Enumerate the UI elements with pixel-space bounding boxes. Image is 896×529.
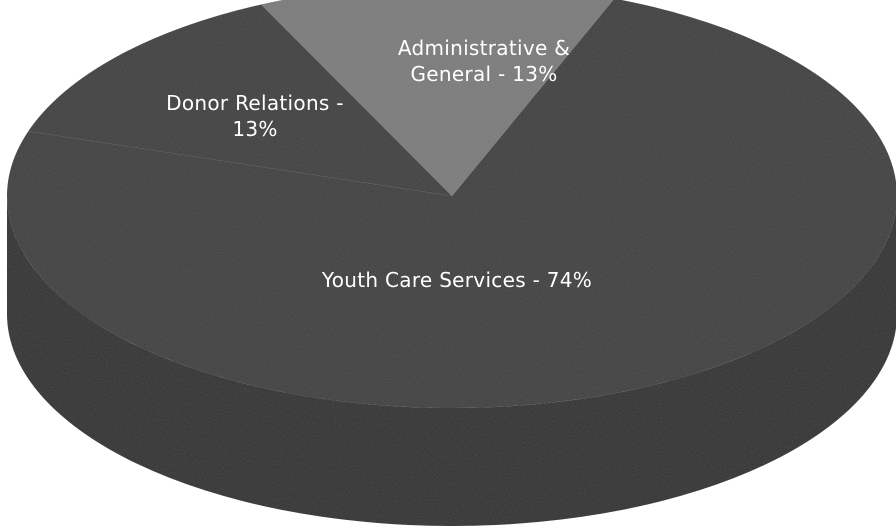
label-administrative-general-line-2: General - 13% [410,62,557,86]
label-donor-relations-line-2: 13% [232,117,277,141]
label-administrative-general-line-1: Administrative & [398,36,570,60]
slice-youth-care-services [7,0,896,408]
pie-top-surface [7,0,896,408]
pie-side-face [7,196,896,526]
label-youth-care-services: Youth Care Services - 74% [321,268,592,292]
slice-donor-relations [28,4,452,196]
label-donor-relations-line-1: Donor Relations - [166,91,344,115]
label-youth-care-services-line-1: Youth Care Services - 74% [321,268,592,292]
pie-labels: Youth Care Services - 74% Donor Relations… [166,36,592,292]
pie-side-wall [7,196,896,526]
label-donor-relations: Donor Relations -13% [166,91,344,141]
label-administrative-general: Administrative & General - 13% [398,36,570,86]
slice-administrative-general [261,0,614,196]
